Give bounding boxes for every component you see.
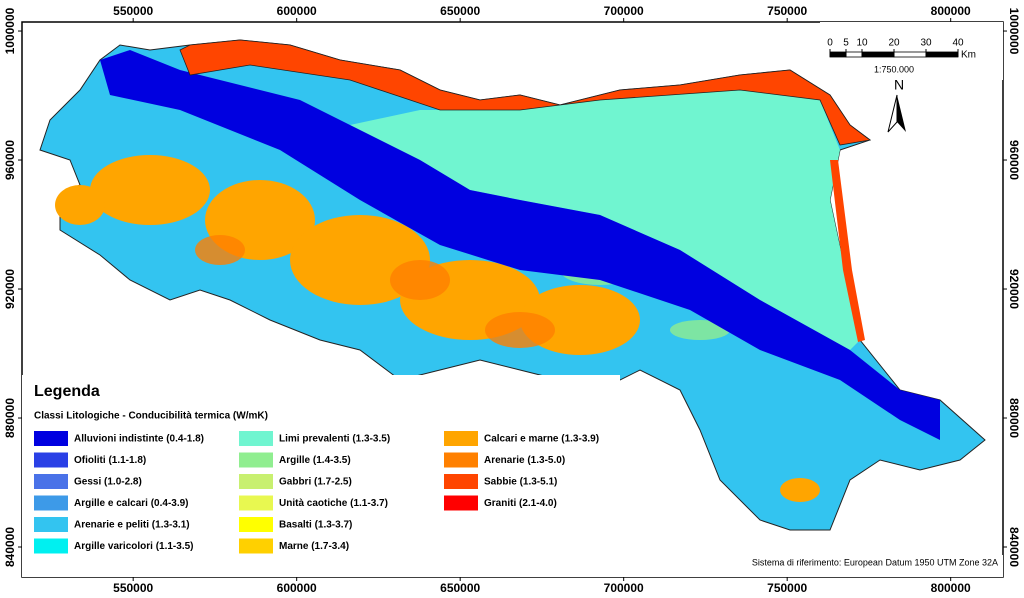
x-tick-label-bottom: 700000 bbox=[604, 581, 644, 595]
region bbox=[39, 39, 986, 531]
scale-segment bbox=[861, 51, 895, 58]
y-tick-label-right: 920000 bbox=[1007, 269, 1021, 309]
y-tick-label-left: 840000 bbox=[3, 527, 17, 567]
x-tick-label-top: 800000 bbox=[931, 4, 971, 18]
scale-tick-label: 10 bbox=[856, 38, 868, 49]
legend-swatch bbox=[34, 474, 68, 489]
x-tick-label-bottom: 600000 bbox=[277, 581, 317, 595]
legend-swatch bbox=[444, 495, 478, 511]
limi-plain bbox=[350, 90, 860, 350]
reference-note: Sistema di riferimento: European Datum 1… bbox=[752, 557, 998, 567]
coast-strip bbox=[830, 160, 865, 342]
legend-label: Unità caotiche (1.1-3.7) bbox=[279, 498, 388, 509]
scale-unit: Km bbox=[961, 50, 976, 61]
x-tick-label-bottom: 550000 bbox=[113, 581, 153, 595]
legend-label: Limi prevalenti (1.3-3.5) bbox=[279, 434, 390, 445]
scale-tick-label: 30 bbox=[920, 38, 932, 49]
y-tick-label-left: 1000000 bbox=[3, 7, 17, 54]
legend-label: Ofioliti (1.1-1.8) bbox=[74, 455, 146, 466]
north-arrow-right bbox=[897, 95, 906, 132]
legend-subtitle: Classi Litologiche - Conducibilità termi… bbox=[34, 411, 268, 422]
scale-segment bbox=[925, 51, 959, 58]
legend-swatch bbox=[239, 452, 273, 468]
legend-label: Argille varicolori (1.1-3.5) bbox=[74, 541, 194, 552]
legend-label: Alluvioni indistinte (0.4-1.8) bbox=[74, 434, 204, 445]
legend-label: Gabbri (1.7-2.5) bbox=[279, 477, 352, 488]
legend-swatch bbox=[444, 452, 478, 468]
y-tick-label-right: 840000 bbox=[1007, 527, 1021, 567]
y-tick-label-left: 920000 bbox=[3, 269, 17, 309]
y-tick-label-right: 1000000 bbox=[1007, 8, 1021, 55]
legend-label: Basalti (1.3-3.7) bbox=[279, 520, 352, 531]
legend-swatch bbox=[444, 431, 478, 446]
legend-swatch bbox=[239, 538, 273, 554]
legend-label: Gessi (1.0-2.8) bbox=[74, 477, 142, 488]
x-tick-label-top: 700000 bbox=[604, 4, 644, 18]
scale-tick-label: 40 bbox=[952, 38, 964, 49]
legend-swatch bbox=[239, 517, 273, 532]
x-tick-label-top: 550000 bbox=[113, 4, 153, 18]
legend-swatch bbox=[239, 474, 273, 489]
legend-swatch bbox=[239, 495, 273, 511]
north-label: N bbox=[894, 77, 904, 93]
x-tick-label-bottom: 750000 bbox=[767, 581, 807, 595]
scale-segment bbox=[893, 51, 927, 58]
legend-label: Argille e calcari (0.4-3.9) bbox=[74, 498, 189, 509]
scale-ratio: 1:750.000 bbox=[874, 64, 914, 74]
legend-label: Arenarie (1.3-5.0) bbox=[484, 455, 565, 466]
legend-swatch bbox=[444, 474, 478, 489]
scale-tick-label: 5 bbox=[843, 38, 849, 49]
x-tick-label-top: 750000 bbox=[767, 4, 807, 18]
legend-swatch bbox=[239, 431, 273, 446]
legend-label: Argille (1.4-3.5) bbox=[279, 455, 351, 466]
legend-swatch bbox=[34, 495, 68, 511]
y-tick-label-left: 880000 bbox=[3, 398, 17, 438]
arenarie-patches bbox=[195, 235, 555, 348]
legend-swatch bbox=[34, 538, 68, 554]
sabbie-strip bbox=[179, 39, 871, 146]
scale-tick-label: 0 bbox=[827, 38, 833, 49]
scale-tick-label: 20 bbox=[888, 38, 900, 49]
legend-swatch bbox=[34, 431, 68, 446]
legend-label: Sabbie (1.3-5.1) bbox=[484, 477, 557, 488]
legend-label: Graniti (2.1-4.0) bbox=[484, 498, 557, 509]
x-tick-label-top: 650000 bbox=[440, 4, 480, 18]
scale-box bbox=[820, 22, 1003, 80]
x-tick-label-top: 600000 bbox=[277, 4, 317, 18]
reference-box bbox=[615, 555, 1003, 577]
legend-label: Marne (1.7-3.4) bbox=[279, 541, 349, 552]
scale-segment bbox=[845, 51, 863, 58]
alluvioni-band bbox=[100, 50, 940, 440]
legend-swatch bbox=[34, 517, 68, 532]
y-tick-label-left: 960000 bbox=[3, 140, 17, 180]
legend-box bbox=[22, 375, 620, 577]
y-tick-label-right: 880000 bbox=[1007, 398, 1021, 438]
legend-label: Arenarie e peliti (1.3-3.1) bbox=[74, 520, 190, 531]
legend-label: Calcari e marne (1.3-3.9) bbox=[484, 434, 599, 445]
legend-title: Legenda bbox=[34, 383, 100, 400]
y-tick-label-right: 960000 bbox=[1007, 140, 1021, 180]
scale-segment bbox=[829, 51, 847, 58]
x-tick-label-bottom: 800000 bbox=[931, 581, 971, 595]
legend-swatch bbox=[34, 452, 68, 468]
x-tick-label-bottom: 650000 bbox=[440, 581, 480, 595]
